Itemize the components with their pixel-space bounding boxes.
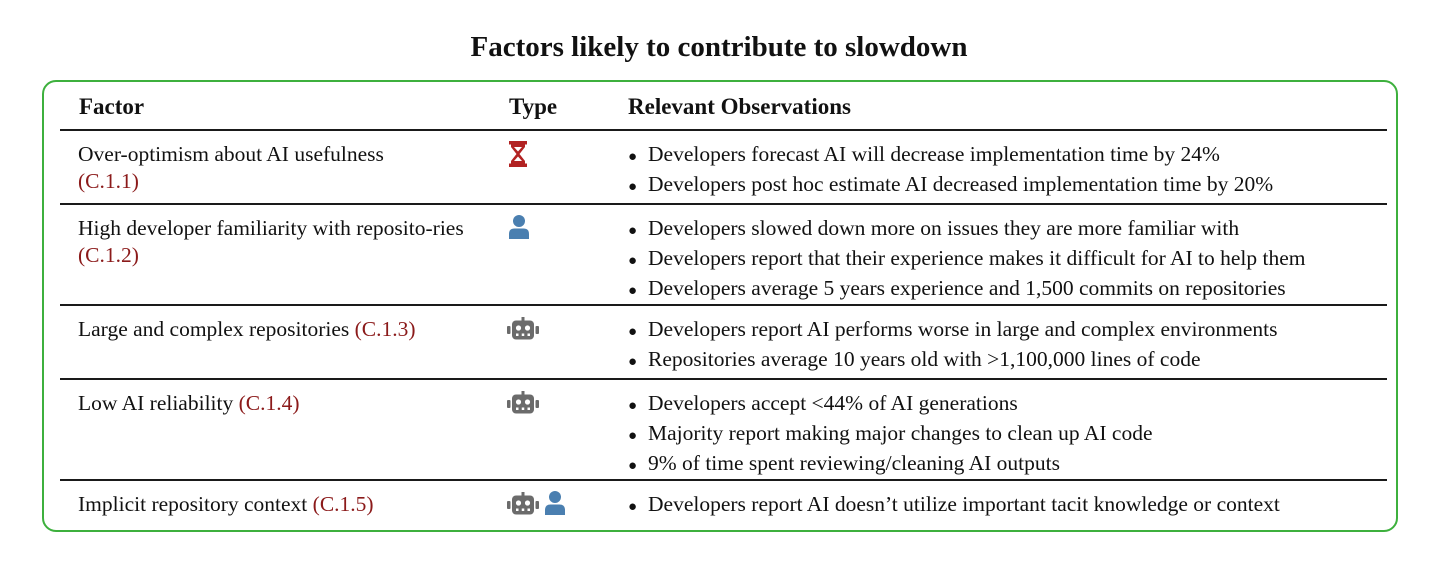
list-item: ● Developers average 5 years experience a… (628, 276, 1286, 300)
observation-text: Majority report making major changes to … (648, 421, 1153, 445)
reference-link[interactable]: C.1.3 (361, 317, 409, 341)
table-row-factor: Implicit repository context (C.1.5) (78, 492, 374, 516)
list-item: ● Developers report AI performs worse in … (628, 317, 1278, 341)
person-icon (509, 215, 529, 239)
observation-text: Developers average 5 years experience an… (648, 276, 1286, 300)
table-row-factor: Over-optimism about AI usefulness (C.1.1… (78, 142, 384, 193)
reference-link[interactable]: C.1.1 (85, 169, 132, 193)
observation-list: ● Developers slowed down more on issues t… (628, 215, 1388, 305)
header-type: Type (509, 94, 558, 119)
table-row-factor: Low AI reliability (C.1.4) (78, 391, 300, 415)
observation-text: Developers report AI doesn’t utilize imp… (648, 492, 1280, 516)
row-rule (60, 203, 1387, 205)
reference-link[interactable]: C.1.5 (319, 492, 367, 516)
list-item: ● Developers post hoc estimate AI decreas… (628, 172, 1274, 196)
observation-text: Developers report AI performs worse in l… (648, 317, 1278, 341)
list-item: ● Majority report making major changes to… (628, 421, 1153, 445)
row-rule (60, 304, 1387, 306)
observation-list: ● Developers forecast AI will decrease im… (628, 141, 1388, 201)
table-row-factor: Large and complex repositories (C.1.3) (78, 317, 416, 341)
observation-list: ● Developers report AI performs worse in … (628, 316, 1388, 376)
reference-link[interactable]: C.1.4 (245, 391, 293, 415)
row-rule (60, 479, 1387, 481)
observation-text: Repositories average 10 years old with >… (648, 347, 1201, 371)
page-title: Factors likely to contribute to slowdown (470, 31, 968, 63)
header-rule (60, 129, 1387, 131)
hourglass-icon (509, 141, 527, 167)
header-observations: Relevant Observations (628, 94, 851, 119)
row-rule (60, 378, 1387, 380)
table-frame (42, 80, 1398, 532)
list-item: ● Developers report that their experience… (628, 246, 1306, 270)
list-item: ● Developers forecast AI will decrease im… (628, 142, 1220, 166)
person-icon (545, 491, 565, 515)
observation-text: Developers slowed down more on issues th… (648, 216, 1240, 240)
factor-text: Low AI reliability (78, 391, 234, 415)
robot-icon (507, 492, 539, 515)
list-item: ● Developers accept <44% of AI generation… (628, 391, 1018, 415)
header-factor: Factor (79, 94, 145, 119)
factor-text: Implicit repository context (78, 492, 308, 516)
reference-link[interactable]: C.1.2 (85, 243, 132, 267)
observation-text: 9% of time spent reviewing/cleaning AI o… (648, 451, 1060, 475)
list-item: ● Developers report AI doesn’t utilize im… (628, 492, 1280, 516)
list-item: ● Developers slowed down more on issues t… (628, 216, 1240, 240)
observation-list: ● Developers accept <44% of AI generation… (628, 390, 1388, 480)
list-item: ● Repositories average 10 years old with … (628, 347, 1201, 371)
observation-list: ● Developers report AI doesn’t utilize im… (628, 491, 1388, 521)
list-item: ● 9% of time spent reviewing/cleaning AI … (628, 451, 1060, 475)
observation-text: Developers accept <44% of AI generations (648, 391, 1018, 415)
factor-text: Large and complex repositories (78, 317, 350, 341)
observation-text: Developers post hoc estimate AI decrease… (648, 172, 1274, 196)
factor-text: High developer familiarity with reposito… (78, 216, 464, 240)
factor-text: Over-optimism about AI usefulness (78, 142, 384, 166)
table-row-factor: High developer familiarity with reposito… (78, 216, 464, 267)
observation-text: Developers report that their experience … (648, 246, 1306, 270)
robot-icon (507, 391, 539, 414)
robot-icon (507, 317, 539, 340)
observation-text: Developers forecast AI will decrease imp… (648, 142, 1220, 166)
